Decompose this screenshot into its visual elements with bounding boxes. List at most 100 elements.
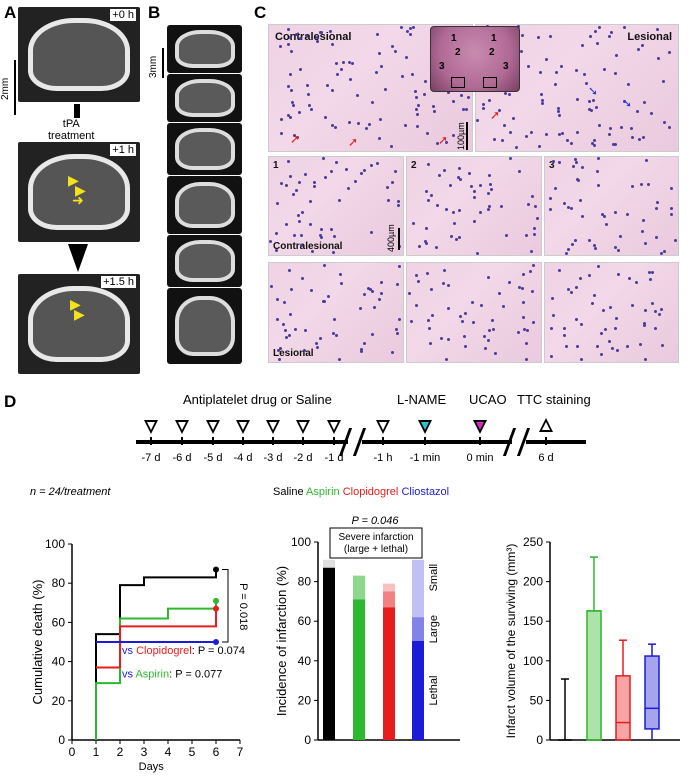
cell-nucleus [486,275,490,279]
triangle-down-icon [266,420,280,434]
cell-nucleus [630,126,634,130]
bar-segment [323,559,335,568]
cell-nucleus [479,184,483,188]
cell-nucleus [426,272,430,276]
cell-nucleus [318,337,322,341]
cell-nucleus [411,73,415,77]
y-tick-label: 0 [304,733,311,747]
contralesional-label: Contralesional [275,31,352,43]
triangle-down-icon [327,420,341,434]
row-label-contralesional: Contralesional [273,241,343,252]
cell-nucleus [340,67,344,71]
cell-nucleus [333,317,337,321]
cell-nucleus [531,289,535,293]
cell-nucleus [580,43,584,47]
cell-nucleus [316,39,320,43]
cell-nucleus [453,221,457,225]
cell-nucleus [613,71,617,75]
cell-nucleus [604,223,608,227]
skull-outline [174,181,235,229]
cell-nucleus [390,45,394,49]
histology-lesional-region-2 [406,262,542,363]
cell-nucleus [643,308,647,312]
cell-nucleus [396,199,400,203]
cell-nucleus [475,251,479,255]
y-tick-label: 0 [58,733,65,747]
cell-nucleus [290,89,294,93]
cell-nucleus [285,223,289,227]
cell-nucleus [566,138,570,142]
cell-nucleus [331,250,335,254]
cell-nucleus [290,100,294,104]
cell-nucleus [416,103,420,107]
cell-nucleus [279,346,283,350]
cell-nucleus [289,72,293,76]
cell-nucleus [370,289,374,293]
cell-nucleus [472,196,476,200]
timeline-lname: L-NAME [397,392,447,407]
legend-aspirin: Aspirin [306,486,340,498]
timeline-tick-label: -2 d [293,452,313,464]
cell-nucleus [660,307,664,311]
cell-nucleus [289,313,293,317]
cell-nucleus [408,32,412,36]
cell-nucleus [581,215,585,219]
segment-label: Lethal [428,676,440,706]
cell-nucleus [415,113,419,117]
cell-nucleus [566,247,570,251]
cell-nucleus [380,65,384,69]
cell-nucleus [529,130,533,134]
timeline-tick-label: -5 d [203,452,223,464]
cell-nucleus [390,351,394,355]
ct-scan-1h: +1 h ▶ ▶ ➜ [18,142,140,242]
cell-nucleus [296,214,300,218]
cell-nucleus [626,344,630,348]
cell-nucleus [623,99,627,103]
cell-nucleus [350,62,354,66]
cell-nucleus [323,264,327,268]
cell-nucleus [549,207,553,211]
timeline-tick-label: -4 d [233,452,253,464]
scale-bar-c-top [466,122,468,150]
y-tick-label: 80 [52,576,66,590]
triangle-up-icon [539,418,553,432]
y-tick-label: 50 [530,693,544,707]
bar-segment [383,607,395,740]
cell-nucleus [408,291,412,295]
cell-nucleus [612,142,616,146]
cell-nucleus [551,159,555,163]
cell-nucleus [595,41,599,45]
histology-contralesional-region-2: 2 [406,156,542,256]
skull-outline [174,240,235,282]
ct-scan-1-5h: +1.5 h ▶ ▶ [18,274,140,374]
cell-nucleus [557,106,561,110]
cell-nucleus [521,287,525,291]
cell-nucleus [347,121,351,125]
cell-nucleus [518,170,522,174]
cell-nucleus [302,349,306,353]
cell-nucleus [276,202,279,206]
cell-nucleus [482,107,486,111]
cell-nucleus [318,234,322,238]
cell-nucleus [398,265,402,269]
cell-nucleus [613,142,617,146]
y-tick-label: 60 [298,614,312,628]
cell-nucleus [458,209,462,213]
cell-nucleus [595,345,599,349]
cell-nucleus [598,123,602,127]
p-value-label: P = 0.046 [352,515,400,527]
cell-nucleus [290,288,294,292]
cell-nucleus [487,329,491,333]
cell-nucleus [660,251,664,255]
cell-nucleus [378,137,382,141]
cell-nucleus [509,130,513,134]
series-endpoint [213,597,219,604]
cell-nucleus [662,79,666,83]
treatment-label: tPA treatment [48,118,95,142]
cell-nucleus [574,317,578,321]
cell-nucleus [427,318,431,322]
region-label-right: 1 [491,33,497,44]
cell-nucleus [369,164,373,168]
ct-slice [167,288,242,364]
cell-nucleus [457,236,461,240]
